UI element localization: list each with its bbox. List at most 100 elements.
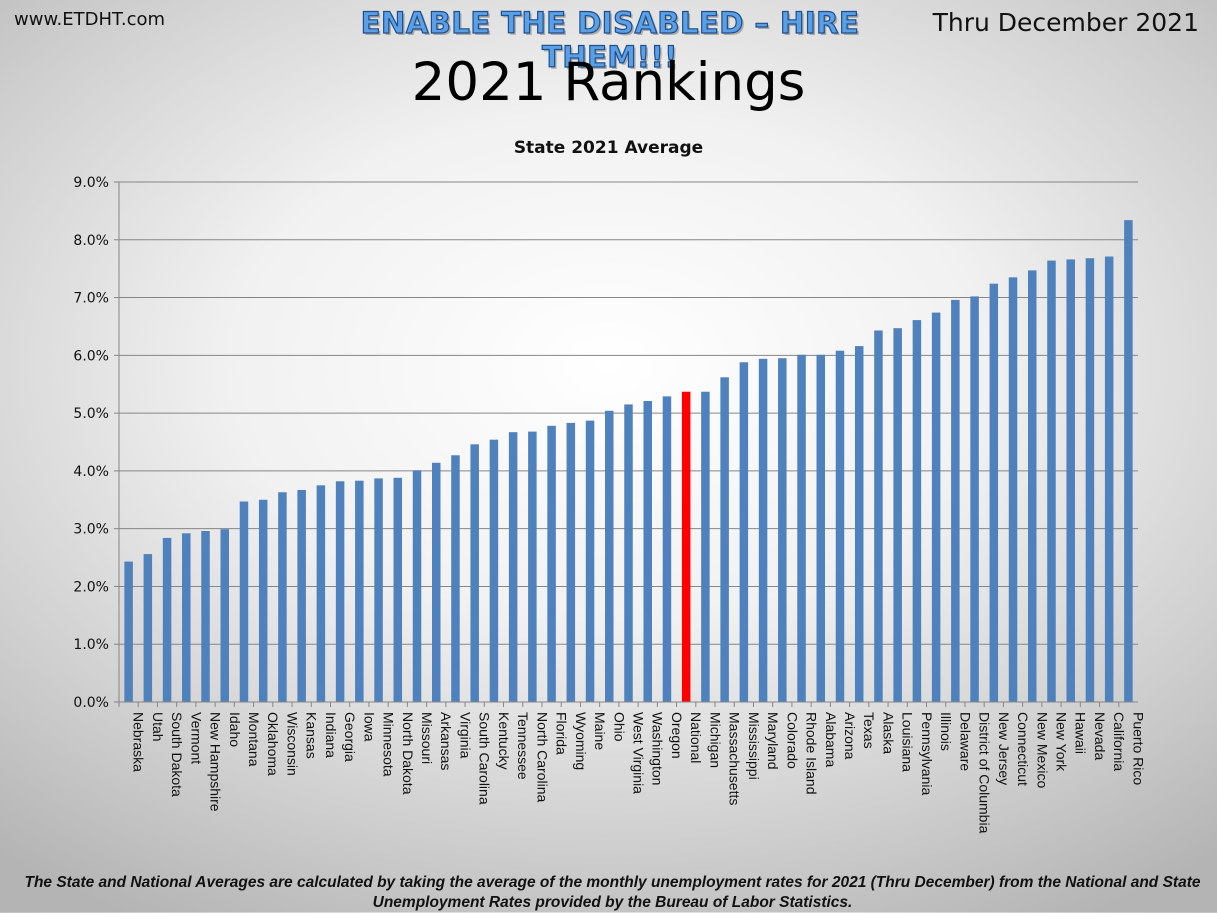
bar-california: [1104, 256, 1114, 702]
bar-west-virginia: [624, 404, 633, 702]
x-tick-label: Mississippi: [746, 712, 762, 780]
x-tick-label: Georgia: [342, 712, 358, 762]
x-tick-label: Ohio: [611, 712, 627, 742]
x-tick-label: Oklahoma: [265, 712, 281, 776]
website-url[interactable]: www.ETDHT.com: [14, 9, 166, 30]
y-axis-ticks: 0.0% 1.0% 2.0% 3.0% 4.0% 5.0% 6.0% 7.0% 8.0% 9.0%: [73, 175, 109, 711]
x-tick-label: Maine: [592, 712, 608, 750]
x-tick-label: Kansas: [304, 712, 320, 759]
x-tick-label: New Mexico: [1034, 712, 1050, 788]
bar-virginia: [451, 455, 460, 702]
bar-iowa: [355, 480, 364, 702]
y-tick-label: 6.0%: [73, 348, 109, 364]
bar-south-carolina: [470, 444, 479, 702]
bar-utah: [143, 554, 153, 702]
bar-pennsylvania: [912, 320, 922, 702]
bar-illinois: [931, 312, 941, 702]
bar-district-of-columbia: [970, 296, 979, 702]
x-tick-label: Alabama: [823, 712, 839, 767]
bar-kentucky: [489, 439, 499, 702]
x-tick-label: South Carolina: [477, 712, 493, 805]
x-tick-label: Pennsylvania: [919, 712, 935, 795]
bar-maryland: [758, 358, 768, 702]
x-tick-label: Kentucky: [496, 712, 512, 770]
x-tick-label: Massachusetts: [727, 712, 743, 805]
x-tick-label: Arkansas: [438, 712, 454, 770]
x-tick-label: Connecticut: [1015, 712, 1031, 786]
bar-connecticut: [1008, 277, 1018, 702]
x-axis-labels: Nebraska Utah South Dakota Vermont New Hamps…: [118, 702, 1146, 834]
x-tick-label: Virginia: [457, 712, 473, 759]
x-tick-label: Tennessee: [515, 712, 531, 780]
x-tick-label: District of Columbia: [977, 712, 993, 834]
bar-south-dakota: [162, 537, 172, 702]
y-tick-label: 2.0%: [73, 579, 109, 595]
x-tick-label: Texas: [861, 712, 877, 749]
bar-wisconsin: [278, 492, 287, 702]
chart-title: State 2021 Average: [513, 138, 704, 158]
bars: [124, 220, 1133, 702]
x-tick-label: New Jersey: [996, 712, 1012, 785]
bar-oregon: [662, 396, 672, 702]
x-tick-label: Nebraska: [131, 712, 147, 772]
x-tick-label: Florida: [554, 712, 570, 755]
y-tick-label: 5.0%: [73, 406, 109, 422]
bar-idaho: [220, 529, 229, 702]
x-tick-label: Washington: [650, 712, 666, 785]
x-tick-label: Wyoming: [573, 712, 589, 770]
y-tick-label: 7.0%: [73, 291, 109, 307]
y-tick-label: 9.0%: [73, 175, 109, 191]
x-tick-label: Vermont: [188, 712, 204, 764]
x-tick-label: South Dakota: [169, 712, 185, 797]
bar-louisiana: [893, 328, 902, 702]
y-tick-label: 0.0%: [73, 695, 109, 711]
bar-puerto-rico: [1124, 220, 1133, 702]
bar-florida: [547, 425, 556, 702]
bar-hawaii: [1066, 259, 1075, 702]
footnote: The State and National Averages are calc…: [24, 874, 1201, 911]
x-tick-label: Maryland: [765, 712, 781, 770]
bar-indiana: [316, 485, 326, 702]
x-tick-label: Hawaii: [1073, 712, 1089, 754]
bar-maine: [585, 420, 595, 702]
x-tick-label: National: [688, 712, 704, 763]
bar-new-jersey: [989, 283, 999, 702]
bar-alaska: [874, 330, 883, 702]
bar-north-dakota: [393, 477, 403, 702]
bar-washington: [643, 400, 652, 702]
bar-rhode-island: [797, 354, 806, 702]
x-tick-label: Indiana: [323, 712, 339, 758]
bar-montana: [239, 501, 249, 702]
bar-oklahoma: [258, 499, 268, 702]
x-tick-label: North Dakota: [400, 712, 416, 795]
bar-north-carolina: [528, 431, 537, 702]
bar-georgia: [335, 481, 345, 702]
x-tick-label: Alaska: [880, 712, 896, 754]
bar-nebraska: [124, 561, 133, 702]
bar-tennessee: [508, 432, 518, 702]
x-tick-label: Illinois: [938, 712, 954, 751]
bar-texas: [854, 346, 864, 702]
page-title: 2021 Rankings: [411, 52, 806, 113]
x-tick-label: Utah: [150, 712, 166, 742]
bar-new-hampshire: [201, 530, 210, 702]
y-tick-label: 3.0%: [73, 522, 109, 538]
bar-arkansas: [431, 462, 441, 702]
bar-missouri: [412, 470, 422, 702]
x-tick-label: Missouri: [419, 712, 435, 764]
bar-arizona: [835, 350, 845, 702]
x-tick-label: Montana: [246, 712, 262, 767]
x-tick-label: New Hampshire: [208, 712, 224, 812]
y-tick-label: 4.0%: [73, 464, 109, 480]
bar-minnesota: [374, 478, 383, 702]
y-tick-label: 1.0%: [73, 637, 109, 653]
x-tick-label: Colorado: [784, 712, 800, 769]
bar-massachusetts: [720, 377, 729, 702]
x-tick-label: Wisconsin: [284, 712, 300, 776]
bar-new-york: [1047, 260, 1056, 702]
y-tick-label: 8.0%: [73, 233, 109, 249]
bar-national: [681, 391, 691, 702]
x-tick-label: New York: [1053, 712, 1069, 772]
bar-kansas: [297, 489, 306, 702]
